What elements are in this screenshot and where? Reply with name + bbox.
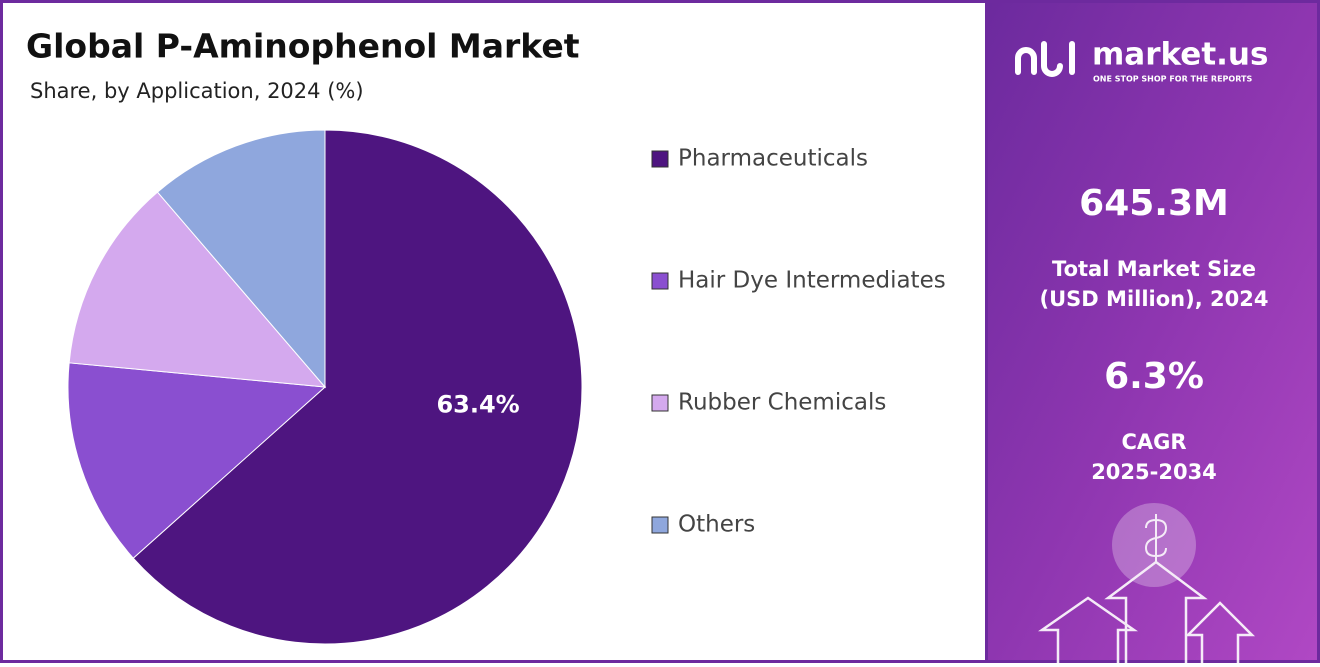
cagr-label: 2025-2034 <box>1091 460 1217 484</box>
market-size-label: (USD Million), 2024 <box>1040 287 1269 311</box>
legend-swatch <box>651 394 669 412</box>
market-size: 645.3M <box>1079 183 1229 224</box>
pie-slice <box>132 129 583 645</box>
brand: market.us <box>1092 37 1268 73</box>
info-panel <box>988 3 1317 660</box>
legend-label: Hair Dye Intermediates <box>678 268 946 294</box>
growth-icon <box>1038 503 1256 663</box>
pie-slice <box>156 129 326 389</box>
market-size-label: Total Market Size <box>1052 257 1256 281</box>
chart-title: Global P-Aminophenol Market <box>26 27 580 66</box>
legend-label: Others <box>678 512 755 538</box>
legend-swatch <box>651 150 669 168</box>
legend-swatch <box>651 272 669 290</box>
cagr: 6.3% <box>1104 356 1204 397</box>
chart-subtitle: Share, by Application, 2024 (%) <box>30 79 364 103</box>
tagline: ONE STOP SHOP FOR THE REPORTS <box>1093 75 1252 84</box>
cagr-label: CAGR <box>1121 430 1186 454</box>
pie-slice <box>67 362 327 559</box>
logo-icon <box>1015 41 1075 77</box>
legend-swatch <box>651 516 669 534</box>
legend-label: Pharmaceuticals <box>678 146 868 172</box>
pie-slice <box>68 191 327 388</box>
data-label: 63.4% <box>436 391 519 419</box>
legend-label: Rubber Chemicals <box>678 390 886 416</box>
